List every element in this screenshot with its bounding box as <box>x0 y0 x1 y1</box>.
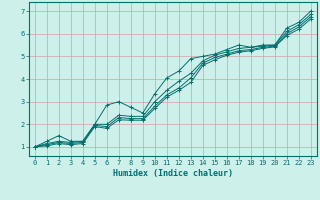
X-axis label: Humidex (Indice chaleur): Humidex (Indice chaleur) <box>113 169 233 178</box>
